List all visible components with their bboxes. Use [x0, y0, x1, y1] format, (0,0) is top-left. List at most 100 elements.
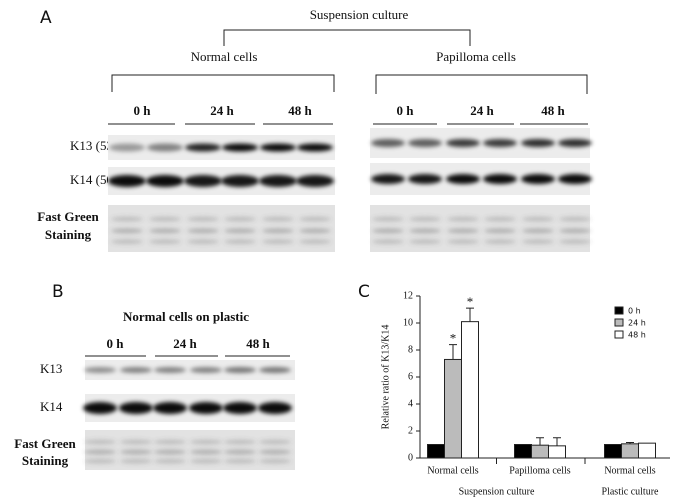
stain-band: [190, 439, 222, 445]
stain-band: [299, 216, 331, 222]
stain-band: [409, 239, 441, 245]
row-label: Staining: [22, 453, 69, 468]
bar: [531, 444, 549, 459]
band: [84, 367, 116, 373]
stain-band: [522, 216, 554, 222]
stain-band: [149, 228, 181, 234]
stain-band: [111, 239, 143, 245]
x-tick-label: Normal cells: [604, 465, 655, 476]
stain-band: [187, 216, 219, 222]
y-tick-label: 8: [408, 344, 413, 355]
time-label: 24 h: [210, 103, 234, 118]
stain-band: [120, 439, 152, 445]
band: [147, 143, 183, 152]
band: [222, 143, 258, 152]
stain-band: [447, 228, 479, 234]
stain-band: [224, 439, 256, 445]
bar: [444, 358, 462, 459]
x-tick-label: Normal cells: [427, 465, 478, 476]
stain-band: [190, 449, 222, 455]
stain-band: [372, 228, 404, 234]
stain-band: [559, 216, 591, 222]
band: [109, 143, 145, 152]
time-label: 48 h: [246, 336, 270, 351]
band: [259, 367, 291, 373]
annotation: *: [467, 294, 474, 309]
stain-band: [409, 228, 441, 234]
stain-band: [224, 458, 256, 464]
stain-band: [187, 239, 219, 245]
legend-swatch: [614, 318, 624, 327]
stain-band: [484, 239, 516, 245]
bar: [604, 444, 622, 459]
stain-band: [154, 439, 186, 445]
band: [189, 402, 223, 414]
y-tick-label: 0: [408, 452, 413, 463]
band: [371, 139, 405, 147]
stain-band: [224, 216, 256, 222]
bracket: [375, 74, 588, 94]
time-label: 48 h: [288, 103, 312, 118]
band: [153, 402, 187, 414]
band: [119, 402, 153, 414]
blot-background: [108, 205, 335, 252]
row-label: Staining: [45, 227, 92, 242]
row-label: K13: [40, 361, 62, 376]
stain-band: [372, 216, 404, 222]
stain-band: [447, 216, 479, 222]
band: [221, 175, 259, 187]
stain-band: [262, 228, 294, 234]
stain-band: [372, 239, 404, 245]
band: [184, 175, 222, 187]
band: [558, 174, 592, 184]
stain-band: [84, 449, 116, 455]
row-label: K14: [40, 399, 63, 414]
band: [408, 174, 442, 184]
stain-band: [262, 239, 294, 245]
band: [259, 175, 297, 187]
row-label: Fast Green: [37, 209, 99, 224]
header: Suspension culture: [310, 7, 409, 22]
stain-band: [259, 458, 291, 464]
time-label: 24 h: [470, 103, 494, 118]
band: [224, 367, 256, 373]
legend-label: 24 h: [628, 319, 646, 328]
x-tick-label: Papilloma cells: [509, 465, 570, 476]
bar: [461, 321, 479, 459]
blot-background: [85, 430, 295, 470]
stain-band: [259, 439, 291, 445]
time-label: 48 h: [541, 103, 565, 118]
band: [258, 402, 292, 414]
stain-band: [559, 228, 591, 234]
stain-band: [522, 239, 554, 245]
band: [120, 367, 152, 373]
legend-swatch: [614, 306, 624, 315]
time-label: 0 h: [397, 103, 415, 118]
stain-band: [559, 239, 591, 245]
stain-band: [84, 439, 116, 445]
y-tick-label: 10: [403, 317, 413, 328]
stain-band: [522, 228, 554, 234]
bracket: [111, 74, 335, 92]
time-label: 0 h: [107, 336, 125, 351]
band: [83, 402, 117, 414]
stain-band: [120, 458, 152, 464]
stain-band: [120, 449, 152, 455]
band: [558, 139, 592, 147]
band: [408, 139, 442, 147]
group-label: Suspension culture: [459, 486, 535, 497]
stain-band: [111, 228, 143, 234]
annotation: *: [450, 331, 457, 346]
band: [190, 367, 222, 373]
band: [154, 367, 186, 373]
band: [483, 139, 517, 147]
band: [185, 143, 221, 152]
band: [297, 143, 333, 152]
band: [108, 175, 146, 187]
stain-band: [484, 216, 516, 222]
band: [446, 139, 480, 147]
band: [296, 175, 334, 187]
stain-band: [190, 458, 222, 464]
time-label: 0 h: [134, 103, 152, 118]
stain-band: [149, 239, 181, 245]
